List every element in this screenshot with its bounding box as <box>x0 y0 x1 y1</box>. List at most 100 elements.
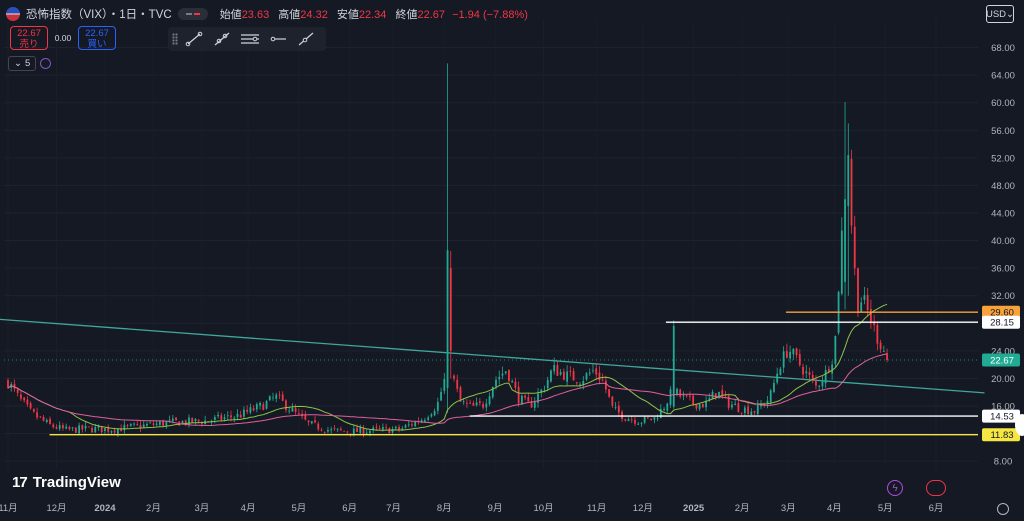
y-tick-label: 60.00 <box>991 98 1015 109</box>
level-price-tag <box>982 305 1020 319</box>
candle <box>501 366 504 380</box>
time-axis[interactable]: 11月 12月 2024 2月 3月 4月 5月 6月 7月 8月 9月 10月 11月 12月 2025 2… <box>0 503 943 514</box>
candle <box>524 394 526 401</box>
candle <box>504 371 507 375</box>
candle <box>553 357 556 375</box>
candle <box>598 366 601 385</box>
current-price-tag <box>982 353 1020 367</box>
candle <box>789 345 792 363</box>
candle <box>572 367 575 381</box>
candle <box>68 425 71 431</box>
horizontal-ray-icon[interactable] <box>266 29 290 49</box>
candle <box>330 426 333 434</box>
candle <box>165 421 168 429</box>
indicators-toggle[interactable]: ⌄ 5 <box>8 56 37 71</box>
candle <box>255 402 258 413</box>
candle <box>91 425 93 433</box>
ray-icon[interactable] <box>210 29 234 49</box>
lightning-icon[interactable]: ϟ <box>887 480 903 496</box>
sell-label: 売り <box>19 39 39 50</box>
sell-button[interactable]: 22.67 売り <box>10 26 48 50</box>
candle <box>734 399 737 406</box>
trendline[interactable] <box>0 318 985 394</box>
flag-us-icon[interactable] <box>926 480 946 496</box>
candle <box>142 420 145 429</box>
level-price-label: 14.53 <box>990 412 1014 423</box>
candle <box>126 423 129 428</box>
candle <box>821 375 824 391</box>
candle <box>449 250 452 379</box>
candle <box>120 424 123 432</box>
candle <box>116 428 119 438</box>
candle <box>440 387 442 402</box>
visibility-toggle[interactable] <box>177 8 208 20</box>
candle <box>698 403 701 412</box>
parallel-channel-icon[interactable] <box>238 29 262 49</box>
candle <box>36 407 38 420</box>
legend-header: 恐怖指数（VIX）・1日・TVC 始値23.63 高値24.32 安値22.34… <box>6 6 528 22</box>
candle <box>721 384 724 399</box>
candle <box>805 365 808 379</box>
symbol-title[interactable]: 恐怖指数（VIX）・1日・TVC <box>26 9 172 21</box>
candle <box>731 400 733 410</box>
trend-line[interactable] <box>0 318 985 394</box>
candle <box>882 345 885 353</box>
candle <box>20 390 22 401</box>
settings-icon[interactable] <box>997 503 1009 515</box>
drag-handle-icon[interactable] <box>172 33 178 45</box>
candle <box>860 297 863 312</box>
globe-icon[interactable] <box>40 58 52 69</box>
spread-value: 0.00 <box>54 33 72 43</box>
buy-button[interactable]: 22.67 買い <box>78 26 116 50</box>
candle <box>32 408 35 413</box>
currency-selector[interactable]: USD ⌄ <box>986 5 1014 23</box>
moving-averages <box>7 303 888 431</box>
trend-line-icon[interactable] <box>182 29 206 49</box>
candle <box>252 405 255 412</box>
sell-price: 22.67 <box>17 28 41 39</box>
candle <box>792 347 795 360</box>
candle <box>782 346 785 373</box>
y-tick-label: 36.00 <box>991 264 1015 275</box>
change-value: −1.94 (−7.88%) <box>452 9 528 21</box>
high-key: 高値 <box>278 9 301 21</box>
candle <box>365 429 368 435</box>
candle <box>756 400 759 416</box>
level-price-tag <box>982 428 1020 442</box>
candle <box>873 314 876 332</box>
price-axis[interactable]: 8.0012.0016.0020.0024.0028.0032.0036.004… <box>982 43 1020 468</box>
candle <box>585 372 588 382</box>
candle <box>301 409 303 420</box>
x-tick-label: 8月 <box>437 503 452 514</box>
candle <box>853 215 856 276</box>
side-panel-handle[interactable] <box>1015 414 1024 436</box>
candle <box>272 392 274 401</box>
candle <box>268 395 271 401</box>
horizontal-levels[interactable] <box>4 311 978 436</box>
candle <box>511 379 514 383</box>
tradingview-logo[interactable]: 17 TradingView <box>12 474 121 491</box>
y-tick-label: 64.00 <box>991 71 1015 82</box>
candle <box>307 420 310 426</box>
y-tick-label: 68.00 <box>991 43 1015 54</box>
candle <box>743 405 746 417</box>
y-tick-label: 16.00 <box>991 401 1015 412</box>
candle <box>459 385 462 402</box>
candle <box>850 149 853 234</box>
ohlc-values: 始値23.63 高値24.32 安値22.34 終値22.67 −1.94 (−… <box>214 6 528 22</box>
candle <box>466 399 468 408</box>
candle <box>876 321 879 351</box>
extended-line-icon[interactable] <box>294 29 318 49</box>
level-price-tag <box>982 315 1020 329</box>
candle <box>320 427 323 432</box>
candle <box>327 426 329 434</box>
logo-text: TradingView <box>32 474 121 491</box>
candle <box>472 400 475 406</box>
high-value: 24.32 <box>300 9 328 21</box>
candle <box>669 386 672 408</box>
candle <box>7 378 9 390</box>
candle <box>378 425 381 430</box>
candle <box>436 397 439 415</box>
candle <box>42 415 45 422</box>
